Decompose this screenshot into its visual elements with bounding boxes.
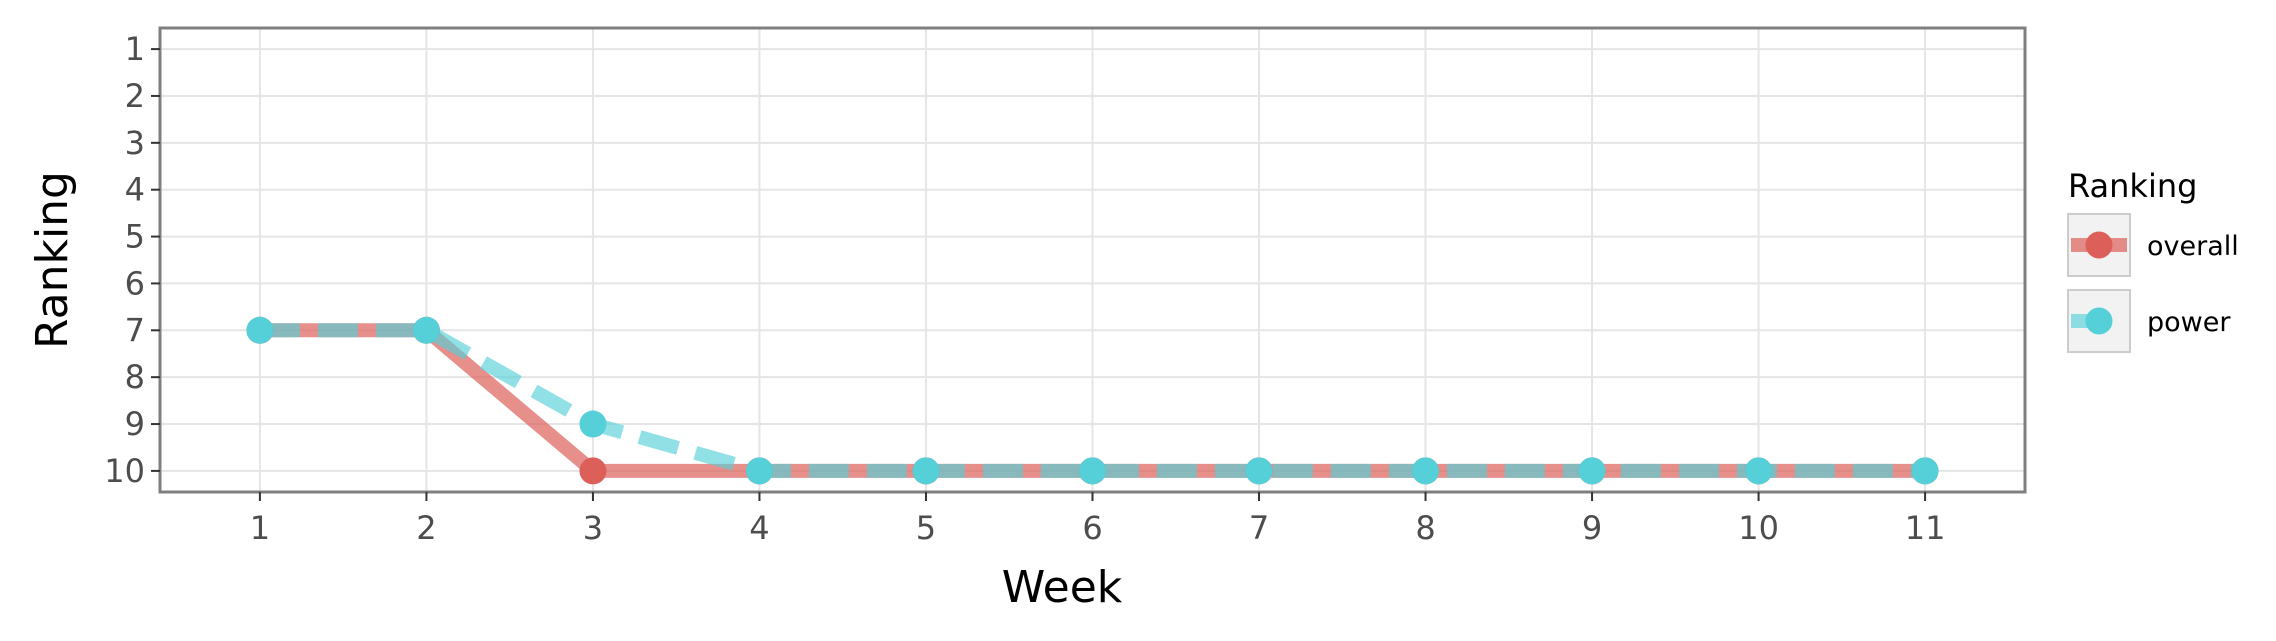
series-point-power [1079, 457, 1106, 485]
legend-item-power: power [2067, 289, 2231, 353]
series-point-power [1245, 457, 1273, 485]
series-point-power [1745, 457, 1773, 485]
y-tick-label: 10 [104, 452, 145, 490]
legend: Ranking overall power [2067, 167, 2239, 353]
legend-label: power [2147, 307, 2231, 338]
x-tick-label: 7 [1249, 509, 1269, 547]
legend-item-overall: overall [2067, 213, 2239, 277]
y-tick-label: 5 [125, 218, 145, 256]
x-tick-label: 9 [1582, 509, 1602, 547]
y-tick-label: 9 [125, 405, 145, 443]
series-point-power [246, 316, 274, 344]
x-tick-label: 11 [1905, 509, 1946, 547]
series-point-power [412, 316, 440, 344]
y-axis-title: Ranking [27, 171, 78, 349]
series-point-power [1911, 457, 1939, 485]
x-tick-label: 6 [1082, 509, 1102, 547]
series-point-power [912, 457, 940, 485]
legend-title: Ranking [2068, 167, 2197, 205]
series-point-power [1578, 457, 1606, 485]
y-tick-label: 3 [125, 124, 145, 162]
x-axis: 1 2 3 4 5 6 7 8 9 10 11 [250, 492, 1946, 547]
legend-label: overall [2147, 231, 2239, 262]
x-tick-label: 8 [1415, 509, 1435, 547]
y-axis: 1 2 3 4 5 6 7 8 9 10 [104, 30, 160, 490]
series-point-power [579, 410, 607, 438]
series-layer [246, 316, 1939, 485]
legend-key-point [2085, 307, 2113, 335]
x-tick-label: 10 [1738, 509, 1779, 547]
legend-key-point [2085, 231, 2113, 259]
x-gridlines [258, 28, 1927, 492]
series-point-overall [579, 457, 607, 485]
series-line-power [259, 323, 1926, 478]
y-tick-label: 2 [125, 77, 145, 115]
series-point-power [745, 457, 773, 485]
series-point-power [1412, 457, 1440, 485]
x-tick-label: 3 [583, 509, 603, 547]
y-tick-label: 1 [125, 30, 145, 68]
x-tick-label: 4 [749, 509, 769, 547]
y-gridlines [160, 48, 2025, 472]
x-tick-label: 1 [250, 509, 270, 547]
y-tick-label: 7 [125, 311, 145, 349]
y-tick-label: 4 [125, 171, 145, 209]
x-tick-label: 2 [416, 509, 436, 547]
x-axis-title: Week [1002, 562, 1123, 613]
y-tick-label: 8 [125, 358, 145, 396]
y-tick-label: 6 [125, 264, 145, 302]
x-tick-label: 5 [916, 509, 936, 547]
